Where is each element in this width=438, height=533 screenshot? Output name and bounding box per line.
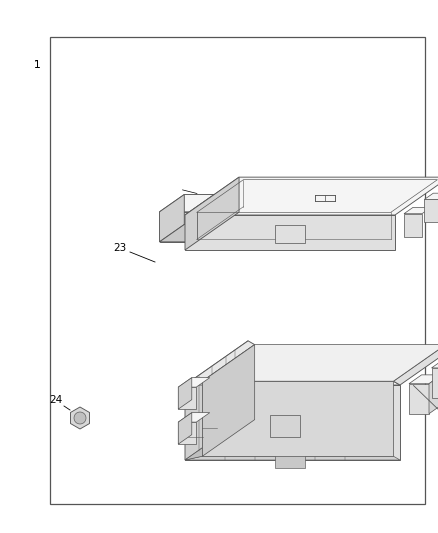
Polygon shape — [409, 384, 429, 414]
Polygon shape — [159, 224, 214, 242]
Polygon shape — [424, 193, 438, 199]
Polygon shape — [185, 215, 395, 250]
Polygon shape — [404, 207, 431, 214]
Polygon shape — [185, 385, 400, 460]
Polygon shape — [178, 413, 210, 422]
Polygon shape — [202, 381, 393, 456]
Polygon shape — [185, 341, 254, 385]
Polygon shape — [393, 341, 438, 385]
Text: 1: 1 — [34, 60, 40, 70]
Polygon shape — [185, 456, 400, 460]
Polygon shape — [202, 345, 438, 381]
Polygon shape — [185, 416, 254, 460]
Polygon shape — [71, 407, 89, 429]
Polygon shape — [159, 195, 184, 242]
Polygon shape — [431, 368, 438, 398]
Polygon shape — [178, 387, 196, 409]
Polygon shape — [270, 415, 300, 437]
Polygon shape — [178, 422, 196, 444]
Polygon shape — [424, 199, 438, 222]
Polygon shape — [185, 177, 239, 250]
Polygon shape — [202, 345, 254, 456]
Text: 24: 24 — [49, 395, 63, 405]
Polygon shape — [185, 341, 248, 460]
Text: 1: 1 — [34, 60, 40, 70]
Polygon shape — [159, 195, 214, 212]
Polygon shape — [185, 381, 400, 385]
Polygon shape — [185, 177, 438, 215]
Circle shape — [74, 412, 86, 424]
Polygon shape — [178, 378, 210, 387]
Polygon shape — [159, 212, 190, 242]
Polygon shape — [404, 214, 422, 237]
Polygon shape — [409, 375, 438, 384]
Polygon shape — [178, 413, 192, 444]
Polygon shape — [429, 375, 438, 414]
Polygon shape — [178, 378, 192, 409]
Polygon shape — [275, 225, 305, 243]
Polygon shape — [275, 455, 305, 468]
Text: 23: 23 — [113, 243, 127, 253]
Polygon shape — [431, 359, 438, 368]
Bar — [50, 37, 425, 504]
